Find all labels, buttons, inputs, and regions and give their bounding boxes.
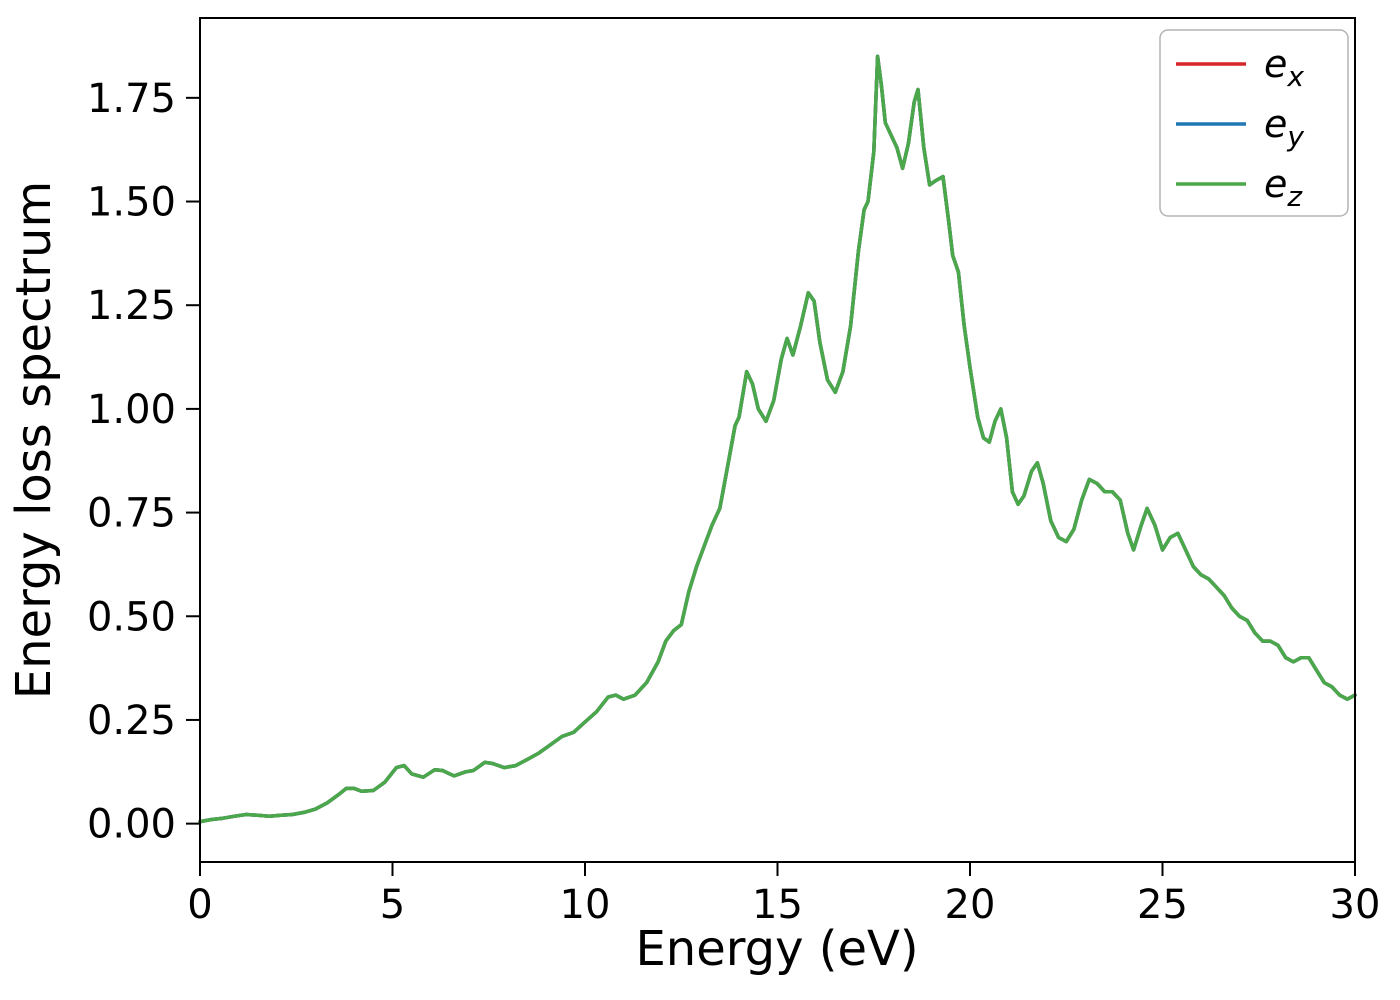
y-tick-label: 0.75 [87,491,176,537]
y-tick-label: 0.25 [87,698,176,744]
x-tick-label: 0 [187,882,212,928]
curve-ez [198,54,1357,824]
x-tick-label: 20 [945,882,996,928]
legend-label-ez: ez [1264,162,1303,213]
axes-frame [199,17,1356,863]
y-tick-label: 1.25 [87,283,176,329]
x-tick-label: 5 [380,882,405,928]
legend-label-ex: ex [1264,42,1304,93]
axis-ticks: 0 5 10 15 20 25 30 0.00 0.25 0.50 0.75 1.00 1.25 1.50… [87,76,1381,928]
y-tick-label: 1.00 [87,387,176,433]
y-axis-label: Energy loss spectrum [6,181,62,699]
y-tick-label: 1.75 [87,76,176,122]
legend-label-ey: ey [1264,102,1304,153]
x-axis-label: Energy (eV) [635,921,918,977]
y-tick-label: 0.50 [87,594,176,640]
y-tick-label: 0.00 [87,802,176,848]
x-tick-label: 25 [1137,882,1188,928]
y-tick-label: 1.50 [87,180,176,226]
legend-box [1159,29,1349,217]
x-tick-label: 15 [752,882,803,928]
legend: ex ey ez [1159,29,1349,217]
x-tick-label: 10 [560,882,611,928]
spectrum-curves [198,54,1357,824]
x-tick-label: 30 [1330,882,1381,928]
